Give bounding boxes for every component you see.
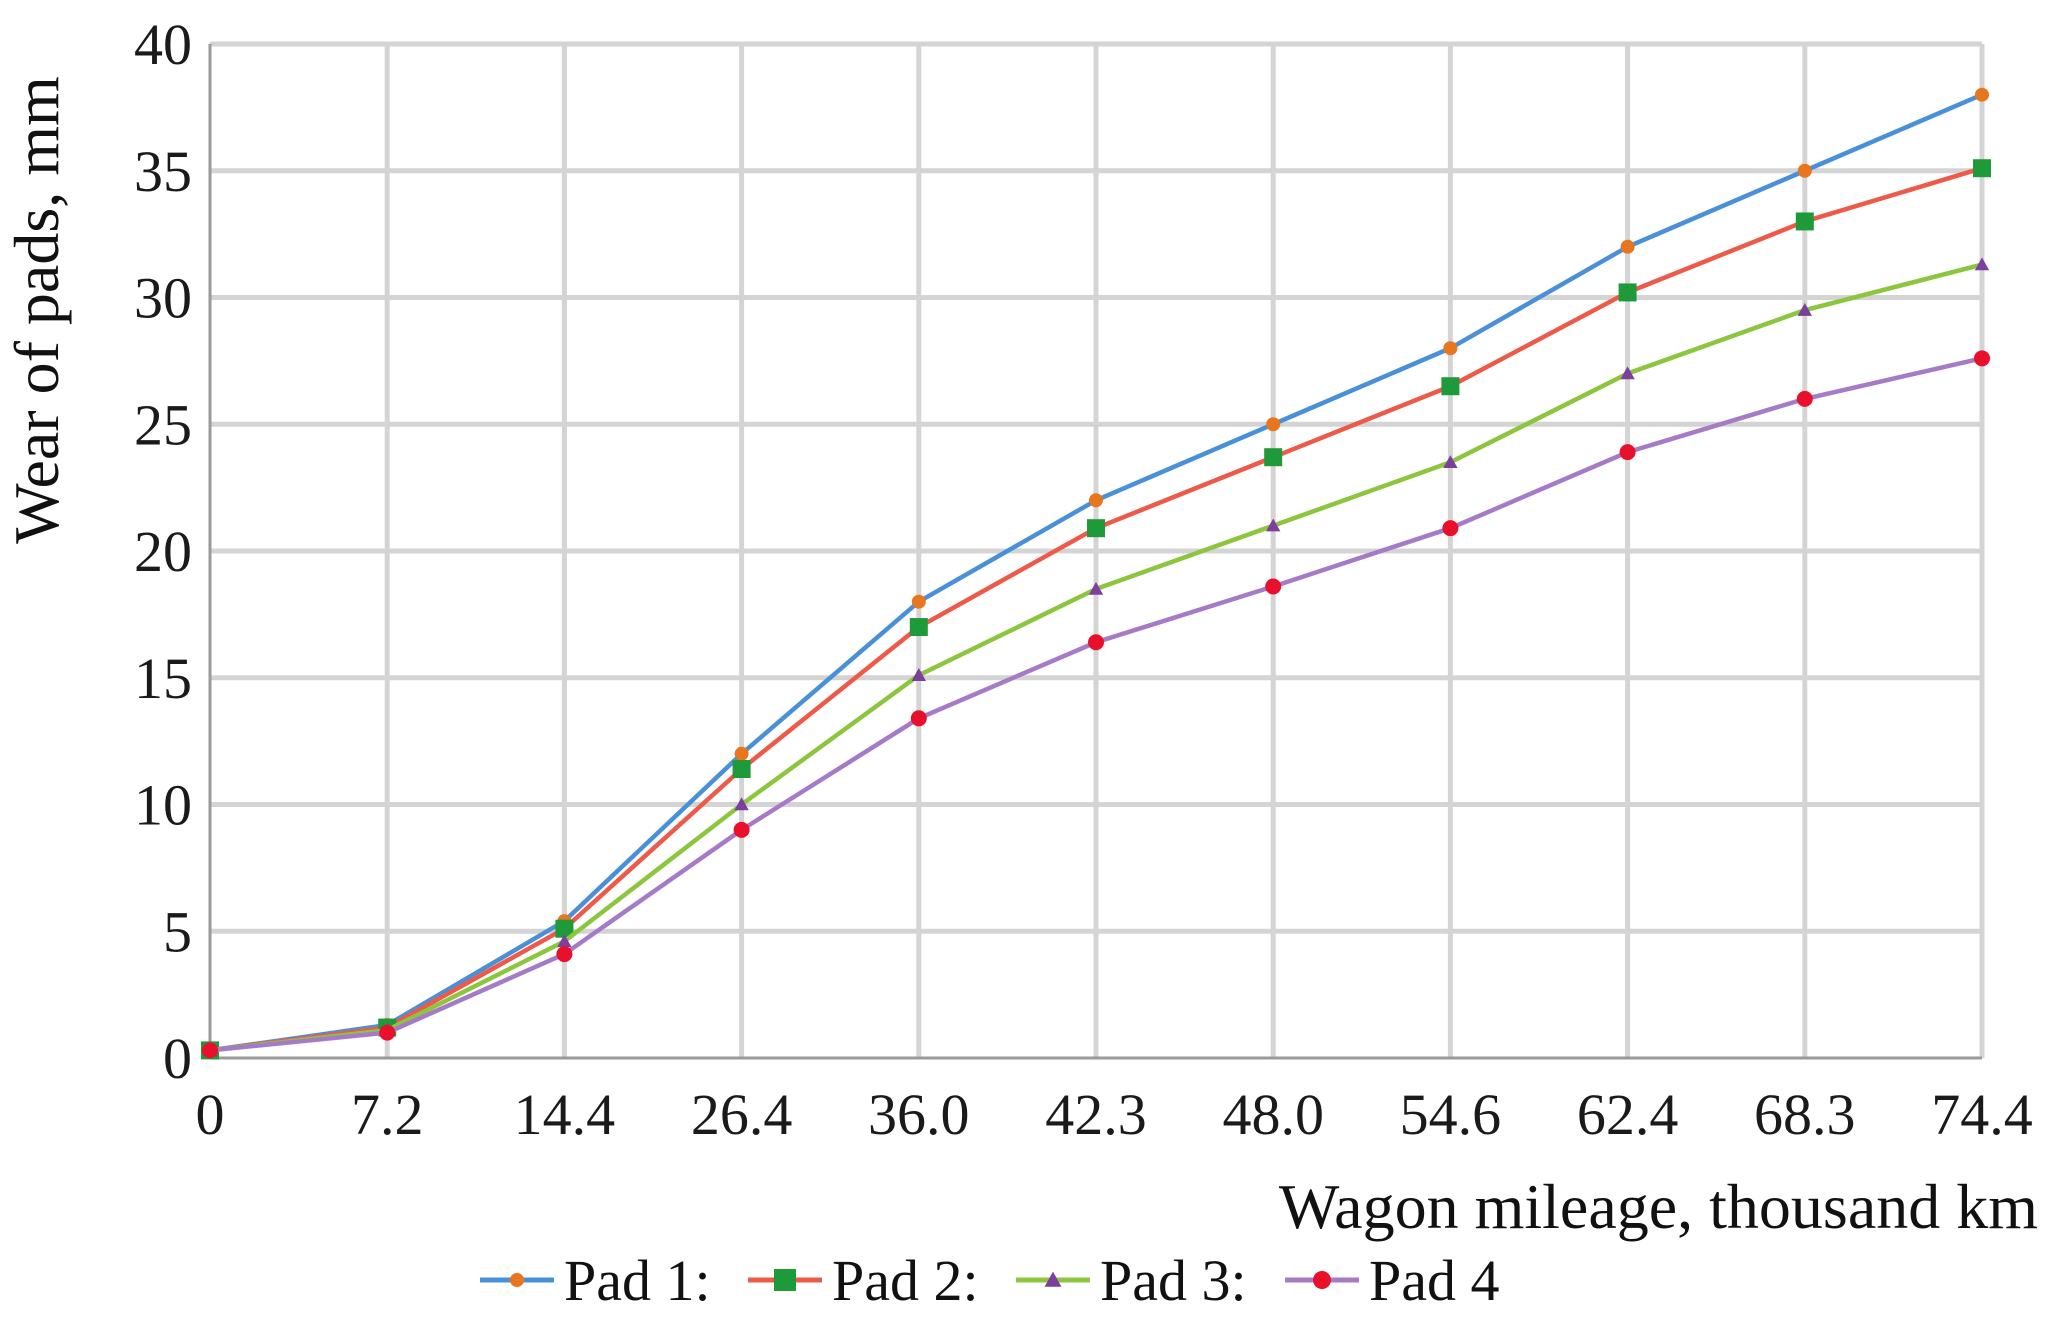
data-point [1443, 341, 1458, 356]
legend-marker-swatch [510, 1273, 524, 1287]
x-tick-label: 0 [196, 1082, 225, 1147]
data-point [1796, 390, 1813, 407]
y-tick-label: 30 [134, 266, 192, 331]
data-point [909, 618, 928, 637]
legend-marker-swatch [774, 1269, 796, 1291]
x-tick-label: 36.0 [868, 1082, 970, 1147]
data-point [202, 1042, 218, 1059]
legend-label: Pad 3: [1100, 1248, 1247, 1313]
data-point [1620, 239, 1635, 254]
x-tick-label: 54.6 [1400, 1082, 1502, 1147]
data-point [911, 668, 926, 681]
y-tick-label: 15 [134, 646, 192, 711]
data-point [1797, 302, 1812, 316]
y-tick-label: 35 [134, 139, 192, 204]
data-point [1087, 519, 1105, 538]
data-point [557, 934, 572, 948]
data-point [1266, 518, 1281, 532]
y-axis-title: Wear of pads, mm [1, 76, 72, 544]
data-point [1797, 163, 1812, 178]
series-4 [202, 350, 1990, 1059]
data-point [1441, 377, 1460, 396]
data-point [1265, 578, 1282, 595]
tick-labels: 0 5 10 15 20 25 30 35 40 0 7.2 14.4 26.4 36.0 42.3 48.0… [134, 12, 2033, 1147]
data-point [556, 946, 573, 963]
data-point [734, 797, 749, 811]
x-tick-label: 48.0 [1222, 1082, 1324, 1147]
data-point [1264, 448, 1283, 467]
x-tick-label: 62.4 [1577, 1082, 1679, 1147]
x-tick-label: 7.2 [351, 1082, 424, 1147]
data-point [1619, 444, 1636, 461]
data-point [1620, 366, 1635, 380]
data-point [1974, 257, 1990, 271]
x-tick-label: 14.4 [514, 1082, 616, 1147]
data-point [555, 919, 574, 938]
legend-marker-swatch [1044, 1271, 1062, 1287]
x-axis-title: Wagon mileage, thousand km [1279, 1171, 2038, 1242]
data-point [1088, 634, 1104, 651]
data-point [1088, 581, 1104, 595]
legend-item: Pad 3: [1016, 1248, 1247, 1313]
data-point [734, 746, 749, 761]
data-point [1442, 520, 1459, 537]
data-point [733, 821, 750, 838]
data-point [1973, 159, 1991, 178]
x-tick-label: 74.4 [1931, 1082, 2033, 1147]
legend-item: Pad 4 [1285, 1248, 1500, 1313]
x-tick-label: 68.3 [1754, 1082, 1856, 1147]
legend-label: Pad 1: [564, 1248, 711, 1313]
data-point [1443, 455, 1458, 469]
data-point [379, 1024, 396, 1041]
legend-item: Pad 1: [480, 1248, 711, 1313]
y-tick-label: 25 [134, 392, 192, 457]
axes [208, 44, 1982, 1060]
series-lines [201, 87, 1991, 1060]
data-point [1975, 87, 1989, 102]
data-point [1089, 493, 1103, 508]
data-point [1795, 212, 1814, 231]
legend-label: Pad 4 [1369, 1248, 1500, 1313]
legend-marker-swatch [1313, 1271, 1331, 1289]
x-tick-label: 42.3 [1045, 1082, 1147, 1147]
y-tick-label: 5 [163, 899, 192, 964]
y-tick-label: 10 [134, 773, 192, 838]
y-tick-label: 0 [163, 1026, 192, 1091]
data-point [732, 760, 751, 779]
gridlines [210, 41, 1985, 1058]
data-point [1266, 417, 1281, 432]
y-tick-label: 40 [134, 12, 192, 77]
legend-item: Pad 2: [748, 1248, 979, 1313]
data-point [911, 594, 926, 609]
data-point [1618, 283, 1637, 302]
legend-label: Pad 2: [832, 1248, 979, 1313]
y-tick-label: 20 [134, 519, 192, 584]
data-point [1974, 350, 1990, 367]
data-point [910, 710, 927, 727]
x-tick-label: 26.4 [691, 1082, 793, 1147]
legend: Pad 1: Pad 2: Pad 3: Pad 4 [480, 1248, 1500, 1313]
